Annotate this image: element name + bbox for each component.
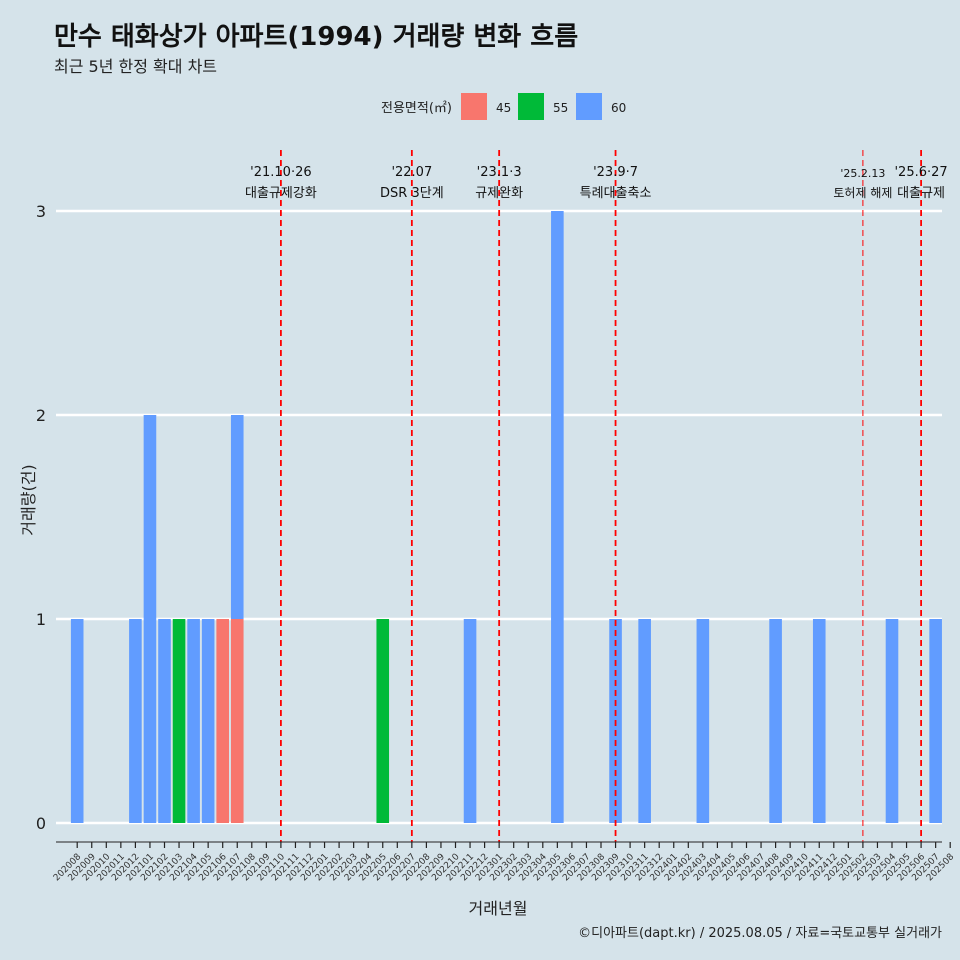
y-tick-label: 3 (36, 202, 46, 221)
legend-label-45: 45 (496, 101, 511, 115)
event-label-202207: DSR 3단계 (380, 186, 444, 201)
bar-202311-60 (638, 619, 651, 823)
y-tick-label: 1 (36, 610, 46, 629)
legend-swatch-60 (576, 93, 602, 120)
event-date-202301: '23.1·3 (477, 165, 522, 180)
bar-202101-60 (143, 415, 157, 823)
bar-202403-60 (696, 619, 710, 823)
event-date-202502: '25.2.13 (840, 167, 885, 180)
bar-202408-60 (769, 619, 782, 823)
legend-title: 전용면적(㎡) (381, 101, 452, 116)
event-label-202301: 규제완화 (475, 186, 523, 201)
event-label-202506: 대출규제 (897, 186, 945, 201)
bar-202504-60 (885, 619, 899, 823)
event-label-202502: 토허제 해제 (833, 186, 892, 200)
event-date-202506: '25.6·27 (894, 165, 947, 180)
legend-label-55: 55 (553, 101, 568, 115)
bar-202102-60 (158, 619, 171, 823)
event-label-202110: 대출규제강화 (245, 186, 317, 201)
legend-swatch-45 (461, 93, 487, 120)
bar-202411-60 (812, 619, 826, 823)
bar-202305-60 (551, 211, 564, 823)
bar-202107-60 (230, 415, 244, 619)
event-label-202309: 특례대출축소 (580, 186, 652, 201)
bar-202012-60 (129, 619, 142, 823)
legend-swatch-55 (518, 93, 544, 120)
chart-title: 만수 태화상가 아파트(1994) 거래량 변화 흐름 (54, 22, 579, 52)
chart-caption: ©디아파트(dapt.kr) / 2025.08.05 / 자료=국토교통부 실… (578, 926, 942, 941)
bar-202008-60 (70, 619, 84, 823)
x-axis-title: 거래년월 (469, 899, 528, 918)
bar-202106-45 (216, 619, 229, 823)
bar-202103-55 (172, 619, 186, 823)
bar-202105-60 (201, 619, 215, 823)
y-tick-label: 2 (36, 406, 46, 425)
legend-label-60: 60 (611, 101, 626, 115)
y-tick-label: 0 (36, 814, 46, 833)
bar-202507-60 (929, 619, 942, 823)
event-date-202110: '21.10·26 (250, 165, 311, 180)
bar-202211-60 (463, 619, 477, 823)
event-date-202309: '23.9·7 (593, 165, 638, 180)
event-date-202207: '22.07 (391, 165, 432, 180)
bar-202205-55 (376, 619, 390, 823)
y-axis-title: 거래량(건) (19, 464, 38, 535)
chart-subtitle: 최근 5년 한정 확대 차트 (54, 57, 218, 76)
bar-202107-45 (230, 619, 244, 823)
bar-202104-60 (187, 619, 200, 823)
